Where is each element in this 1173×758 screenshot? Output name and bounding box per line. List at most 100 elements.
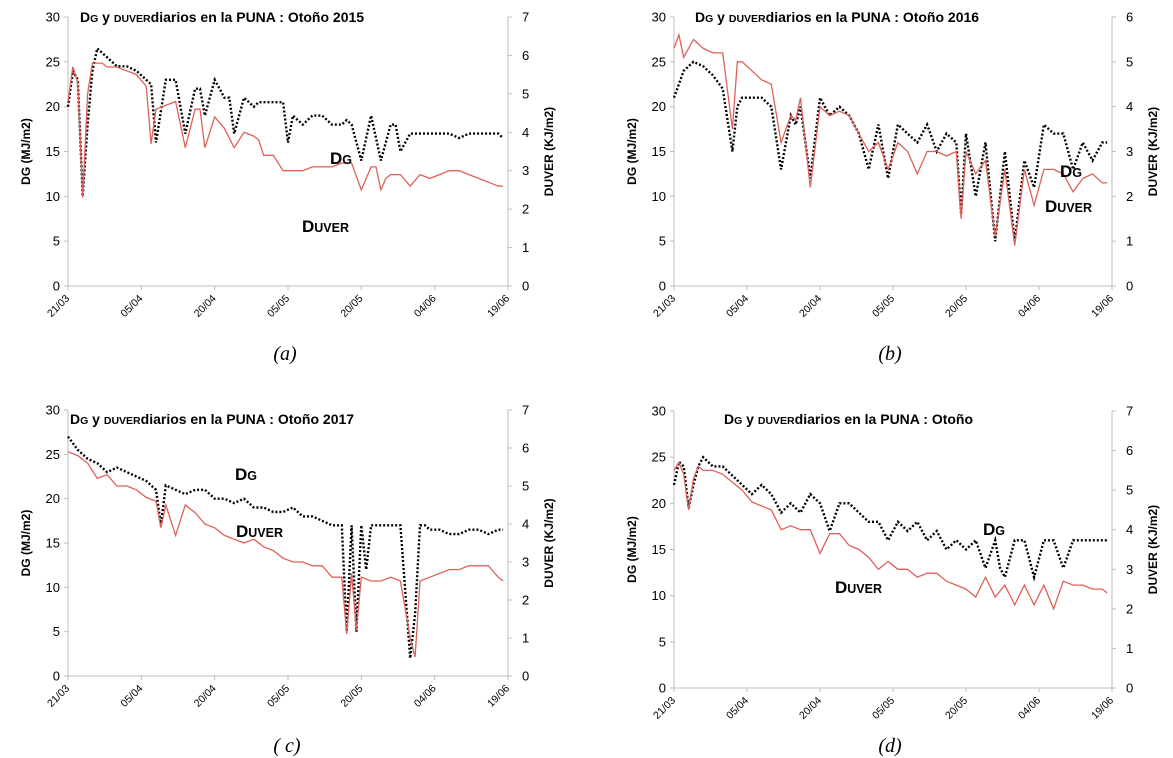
x-tick-label: 20/04 <box>192 293 219 320</box>
right-tick-label: 6 <box>1126 443 1133 458</box>
series-label-duver: DUVER <box>835 578 882 597</box>
series-label-dg: DG <box>235 465 257 484</box>
series-line-duver <box>673 32 1108 246</box>
right-tick-label: 5 <box>522 86 529 101</box>
right-tick-label: 5 <box>1126 54 1133 69</box>
title-part: DUVER <box>114 13 151 25</box>
right-tick-label: 2 <box>522 593 529 608</box>
right-tick-label: 6 <box>522 48 529 63</box>
series-line-duver <box>67 62 504 198</box>
left-tick-label: 25 <box>652 450 666 465</box>
left-tick-label: 15 <box>46 144 60 159</box>
x-tick-label: 04/06 <box>1016 293 1043 320</box>
left-tick-label: 15 <box>46 536 60 551</box>
x-tick-label: 19/06 <box>485 293 512 320</box>
series-line-dg <box>672 60 1108 242</box>
series-line-duver <box>67 451 504 658</box>
series-label-duver: DUVER <box>236 522 283 541</box>
left-tick-label: 0 <box>53 279 60 294</box>
x-tick-label: 04/06 <box>412 293 439 320</box>
title-part: G <box>90 13 98 25</box>
x-tick-label: 21/03 <box>45 683 72 710</box>
title-part: y <box>98 9 114 25</box>
x-tick-label: 21/03 <box>651 695 678 722</box>
x-tick-label: 04/06 <box>1016 695 1043 722</box>
left-tick-label: 10 <box>46 580 60 595</box>
right-tick-label: 0 <box>522 279 529 294</box>
series-label-dg: DG <box>1060 162 1082 181</box>
series-label-sub: G <box>342 153 352 167</box>
series-label-main: D <box>302 217 314 236</box>
left-axis-title: DG (MJ/m2) <box>625 118 639 185</box>
series-label-sub: UVER <box>847 582 882 596</box>
left-tick-label: 10 <box>46 189 60 204</box>
x-tick-label: 05/05 <box>265 293 292 320</box>
chart-panel-a: 0 5 10 15 20 25 30 0 1 2 3 4 5 6 7 21/03 05/04 20/04 05/05… <box>19 9 556 365</box>
series-label-sub: G <box>995 524 1005 538</box>
series-label-dg: DG <box>330 149 352 168</box>
series-line-dg <box>67 435 504 659</box>
series-label-sub: UVER <box>314 221 349 235</box>
x-tick-label: 05/04 <box>118 683 145 710</box>
x-tick-label: 19/06 <box>1089 293 1116 320</box>
series-label-main: D <box>1045 197 1057 216</box>
right-tick-label: 1 <box>522 240 529 255</box>
chart-panel-d: 0 5 10 15 20 25 30 0 1 2 3 4 5 6 7 21/03 05/04 20/04 05/05… <box>625 404 1160 758</box>
chart-title: DG y DUVERdiarios en la PUNA : Otoño 201… <box>70 411 354 427</box>
x-tick-label: 05/04 <box>724 293 751 320</box>
left-tick-label: 0 <box>659 279 666 294</box>
right-axis-title: DUVER (KJ/m2) <box>1146 505 1160 594</box>
left-tick-label: 30 <box>652 404 666 419</box>
title-part: y <box>88 411 104 427</box>
left-tick-label: 0 <box>53 669 60 684</box>
x-tick-label: 05/05 <box>870 293 897 320</box>
x-tick-label: 05/04 <box>724 695 751 722</box>
panel-caption: (d) <box>878 735 902 757</box>
series-line-dg <box>66 46 504 197</box>
series-label-main: D <box>330 149 342 168</box>
x-tick-label: 04/06 <box>412 683 439 710</box>
left-tick-label: 5 <box>53 234 60 249</box>
title-part: diarios en la PUNA : Otoño 2017 <box>141 411 355 427</box>
left-axis-title: DG (MJ/m2) <box>19 118 33 185</box>
title-part: diarios en la PUNA : Otoño <box>795 411 973 427</box>
title-part: G <box>705 13 713 25</box>
series-label-main: D <box>236 522 248 541</box>
left-tick-label: 5 <box>659 234 666 249</box>
right-tick-label: 4 <box>522 517 529 532</box>
left-tick-label: 5 <box>659 634 666 649</box>
left-tick-label: 25 <box>46 447 60 462</box>
right-tick-label: 3 <box>1126 144 1133 159</box>
title-part: diarios en la PUNA : Otoño 2016 <box>766 9 980 25</box>
left-tick-label: 25 <box>46 54 60 69</box>
title-part: DUVER <box>758 415 795 427</box>
left-tick-label: 10 <box>652 189 666 204</box>
right-tick-label: 5 <box>522 479 529 494</box>
chart-title: DG y DUVERdiarios en la PUNA : Otoño <box>724 411 973 427</box>
series-label-sub: UVER <box>1057 201 1092 215</box>
right-tick-label: 1 <box>1126 641 1133 656</box>
left-tick-label: 20 <box>46 491 60 506</box>
x-tick-label: 19/06 <box>485 683 512 710</box>
x-tick-label: 05/05 <box>265 683 292 710</box>
left-tick-label: 30 <box>652 10 666 25</box>
right-tick-label: 0 <box>522 669 529 684</box>
title-part: DUVER <box>104 415 141 427</box>
right-tick-label: 1 <box>1126 234 1133 249</box>
left-axis-title: DG (MJ/m2) <box>625 516 639 583</box>
right-tick-label: 0 <box>1126 681 1133 696</box>
chart-panel-b: 0 5 10 15 20 25 30 0 1 2 3 4 5 6 21/03 05/04 20/04 05/05 2… <box>625 9 1160 365</box>
right-tick-label: 6 <box>1126 10 1133 25</box>
left-tick-label: 15 <box>652 144 666 159</box>
right-tick-label: 0 <box>1126 279 1133 294</box>
x-tick-label: 20/05 <box>338 293 365 320</box>
series-label-sub: UVER <box>248 526 283 540</box>
x-tick-label: 20/05 <box>338 683 365 710</box>
title-part: D <box>80 9 90 25</box>
right-tick-label: 3 <box>522 555 529 570</box>
x-tick-label: 21/03 <box>45 293 72 320</box>
left-tick-label: 20 <box>46 99 60 114</box>
right-tick-label: 4 <box>1126 99 1133 114</box>
title-part: G <box>80 415 88 427</box>
